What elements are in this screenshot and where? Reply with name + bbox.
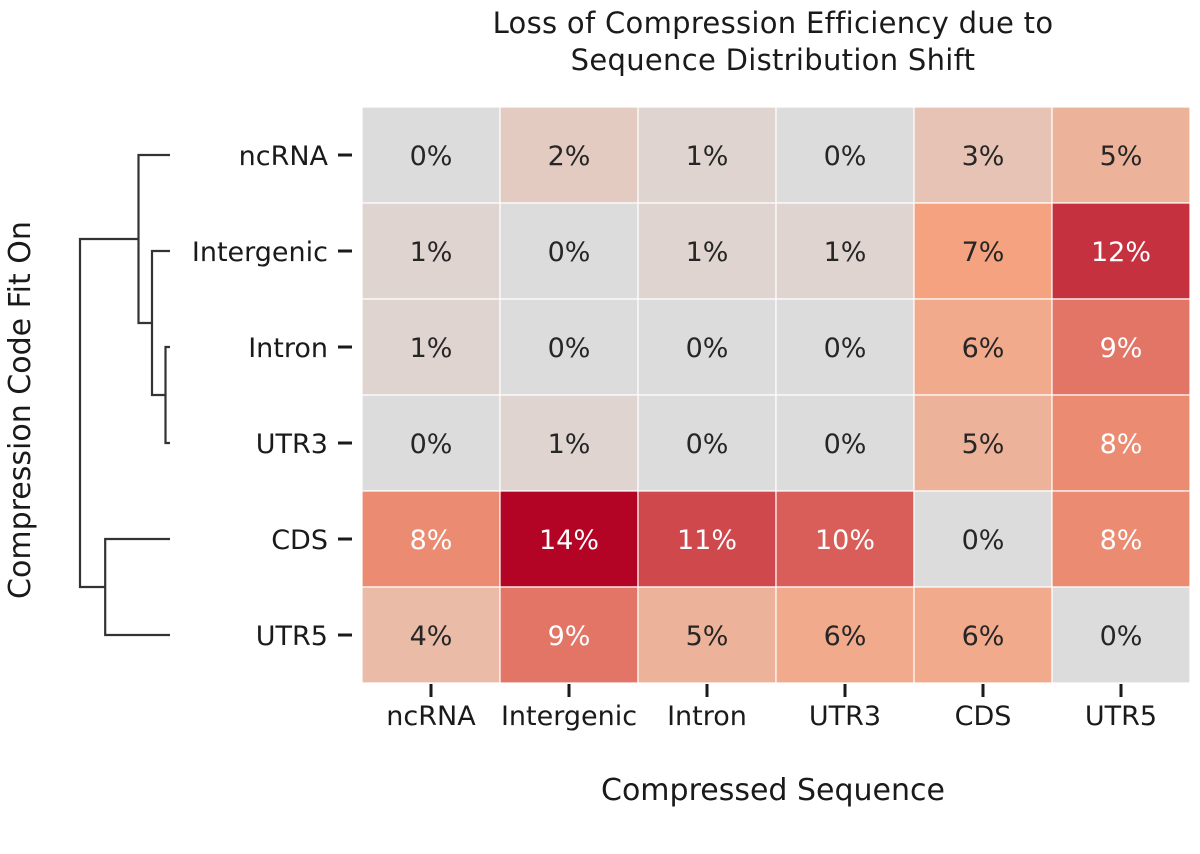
heatmap-cell xyxy=(1051,490,1191,588)
row-label: UTR3 xyxy=(256,429,328,460)
heatmap-cell xyxy=(913,586,1053,684)
cell-value-label: 3% xyxy=(962,141,1005,172)
cell-value-label: 7% xyxy=(962,237,1005,268)
cell-value-label: 0% xyxy=(548,237,591,268)
heatmap-cell xyxy=(499,202,639,300)
y-axis-label: Compression Code Fit On xyxy=(3,221,38,599)
cell-value-label: 0% xyxy=(548,333,591,364)
column-label: Intron xyxy=(667,701,747,732)
cell-value-label: 1% xyxy=(410,333,453,364)
cell-value-label: 12% xyxy=(1091,237,1151,268)
heatmap-cells: 0% 2% 1% 0% 3% 5% 1% 0% 1% 1% 7% 12% 1% 0% 0% 0% 6% 9% 0% 1… xyxy=(361,106,1191,684)
heatmap-cell xyxy=(913,298,1053,396)
cell-value-label: 1% xyxy=(824,237,867,268)
dendrogram-branch xyxy=(104,537,170,637)
heatmap-cell xyxy=(913,490,1053,588)
heatmap-cell xyxy=(913,106,1053,204)
cell-value-label: 9% xyxy=(548,621,591,652)
row-label: CDS xyxy=(271,525,328,556)
cell-value-label: 0% xyxy=(410,141,453,172)
heatmap-cell xyxy=(637,394,777,492)
row-label: Intron xyxy=(248,333,328,364)
cell-value-label: 5% xyxy=(1100,141,1143,172)
heatmap-cell xyxy=(775,586,915,684)
cell-value-label: 6% xyxy=(824,621,867,652)
heatmap-cell xyxy=(775,490,915,588)
row-label: Intergenic xyxy=(192,237,328,268)
row-label: UTR5 xyxy=(256,621,328,652)
heatmap-cell xyxy=(1051,106,1191,204)
cell-value-label: 0% xyxy=(824,429,867,460)
cell-value-label: 14% xyxy=(539,525,599,556)
cell-value-label: 0% xyxy=(686,429,729,460)
cell-value-label: 1% xyxy=(548,429,591,460)
dendrogram-branch xyxy=(150,249,170,397)
cell-value-label: 11% xyxy=(677,525,737,556)
heatmap-cell xyxy=(1051,298,1191,396)
cell-value-label: 1% xyxy=(686,237,729,268)
cell-value-label: 0% xyxy=(824,141,867,172)
heatmap-cell xyxy=(1051,394,1191,492)
heatmap-cell xyxy=(361,106,501,204)
heatmap-cell xyxy=(361,394,501,492)
heatmap-cell xyxy=(499,298,639,396)
chart-title-line-2: Sequence Distribution Shift xyxy=(571,43,976,77)
chart-title-line-1: Loss of Compression Efficiency due to xyxy=(493,6,1054,40)
row-dendrogram xyxy=(78,153,170,637)
heatmap-cell xyxy=(775,106,915,204)
cell-value-label: 1% xyxy=(410,237,453,268)
column-label: Intergenic xyxy=(501,701,637,732)
heatmap-cell xyxy=(1051,202,1191,300)
column-label: CDS xyxy=(955,701,1012,732)
row-label: ncRNA xyxy=(239,141,329,172)
heatmap-cell xyxy=(775,298,915,396)
dendrogram-branch xyxy=(164,345,170,445)
dendrogram-branch xyxy=(78,237,139,589)
cell-value-label: 8% xyxy=(1100,429,1143,460)
cell-value-label: 0% xyxy=(824,333,867,364)
cell-value-label: 10% xyxy=(815,525,875,556)
heatmap-cell xyxy=(499,394,639,492)
cell-value-label: 0% xyxy=(1100,621,1143,652)
heatmap-cell xyxy=(637,298,777,396)
heatmap-cell xyxy=(361,490,501,588)
cell-value-label: 4% xyxy=(410,621,453,652)
column-labels: ncRNA Intergenic Intron UTR3 CDS UTR5 xyxy=(386,684,1157,732)
cell-value-label: 0% xyxy=(410,429,453,460)
cell-value-label: 2% xyxy=(548,141,591,172)
x-axis-label: Compressed Sequence xyxy=(601,773,945,808)
column-label: UTR5 xyxy=(1085,701,1157,732)
heatmap-cell xyxy=(361,298,501,396)
row-labels: ncRNA Intergenic Intron UTR3 CDS UTR5 xyxy=(192,141,352,652)
column-label: ncRNA xyxy=(386,701,476,732)
cell-value-label: 5% xyxy=(686,621,729,652)
cell-value-label: 9% xyxy=(1100,333,1143,364)
heatmap-cell xyxy=(499,106,639,204)
cell-value-label: 6% xyxy=(962,621,1005,652)
column-label: UTR3 xyxy=(809,701,881,732)
heatmap-cell xyxy=(637,490,777,588)
cell-value-label: 5% xyxy=(962,429,1005,460)
heatmap-cell xyxy=(775,202,915,300)
cell-value-label: 8% xyxy=(1100,525,1143,556)
heatmap-cell xyxy=(361,586,501,684)
heatmap-cell xyxy=(1051,586,1191,684)
heatmap-cell xyxy=(913,394,1053,492)
cell-value-label: 0% xyxy=(962,525,1005,556)
cell-value-label: 6% xyxy=(962,333,1005,364)
dendrogram-branch xyxy=(137,153,170,325)
heatmap-cell xyxy=(775,394,915,492)
cell-value-label: 0% xyxy=(686,333,729,364)
heatmap-cell xyxy=(637,106,777,204)
cell-value-label: 8% xyxy=(410,525,453,556)
cell-value-label: 1% xyxy=(686,141,729,172)
